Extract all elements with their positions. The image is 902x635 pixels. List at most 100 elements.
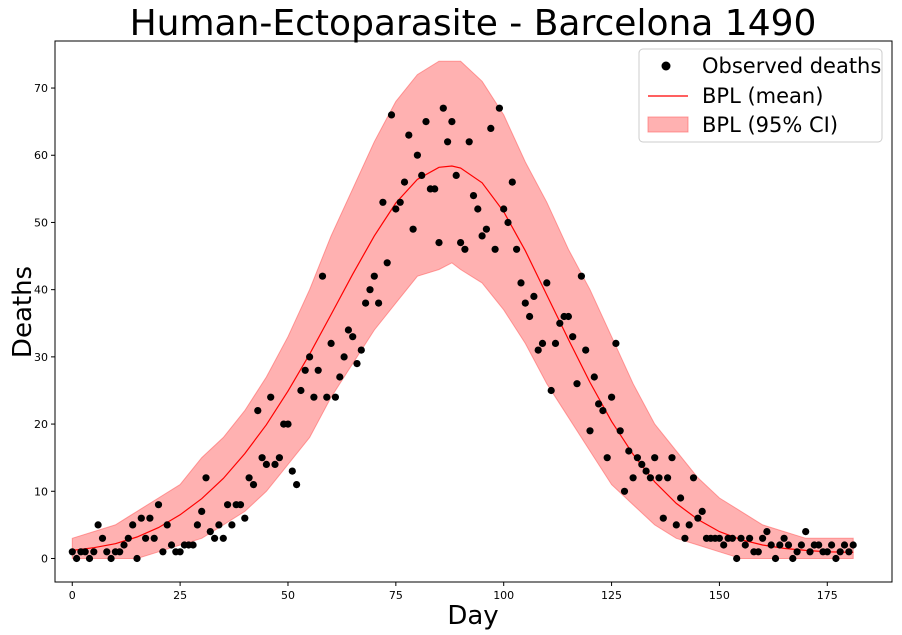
- data-point: [521, 299, 529, 307]
- data-point: [487, 124, 495, 132]
- data-point: [685, 521, 693, 529]
- data-point: [465, 138, 473, 146]
- data-point: [573, 380, 581, 388]
- data-point: [547, 386, 555, 395]
- data-point: [586, 427, 594, 435]
- data-point: [133, 554, 141, 563]
- data-point: [495, 104, 503, 112]
- data-point: [198, 507, 206, 515]
- legend-label-mean: BPL (mean): [702, 84, 823, 108]
- data-point: [595, 400, 603, 408]
- data-point: [435, 239, 443, 247]
- data-point: [94, 521, 102, 529]
- x-tick-label: 175: [817, 589, 838, 602]
- y-tick-label: 20: [34, 418, 48, 431]
- data-point: [267, 393, 275, 401]
- data-point: [698, 507, 706, 515]
- data-point: [409, 225, 417, 233]
- data-point: [120, 541, 128, 549]
- data-point: [288, 467, 296, 475]
- data-point: [344, 326, 352, 334]
- data-point: [642, 467, 650, 475]
- data-point: [646, 474, 655, 482]
- x-tick-label: 150: [709, 589, 730, 602]
- data-point: [98, 534, 107, 542]
- data-point: [262, 460, 270, 468]
- data-point: [245, 474, 253, 482]
- data-point: [392, 205, 400, 213]
- data-point: [845, 548, 853, 556]
- data-point: [85, 554, 94, 563]
- x-tick-label: 100: [493, 589, 514, 602]
- data-point: [478, 232, 486, 240]
- data-point: [318, 272, 327, 280]
- data-point: [215, 521, 223, 529]
- data-point: [681, 534, 689, 542]
- data-point: [599, 407, 607, 415]
- data-point: [293, 481, 301, 489]
- data-point: [746, 534, 754, 542]
- data-point: [327, 339, 335, 347]
- data-point: [271, 460, 279, 468]
- data-point: [68, 548, 76, 556]
- data-point: [340, 353, 348, 361]
- legend-box: [638, 48, 883, 143]
- data-point: [802, 528, 810, 536]
- data-point: [776, 541, 784, 549]
- data-point: [569, 333, 577, 341]
- data-point: [146, 514, 154, 522]
- data-point: [659, 514, 667, 522]
- data-point: [314, 366, 322, 374]
- data-point: [620, 487, 629, 495]
- data-point: [823, 548, 831, 556]
- x-tick-label: 50: [281, 589, 295, 602]
- data-point: [793, 548, 801, 556]
- data-point: [461, 245, 469, 253]
- y-tick-label: 0: [41, 552, 48, 565]
- data-point: [258, 454, 266, 462]
- data-point: [849, 541, 857, 549]
- x-axis-label: Day: [447, 601, 498, 631]
- data-point: [349, 333, 357, 341]
- data-point: [737, 534, 745, 542]
- data-point: [733, 554, 741, 563]
- ci-band: [71, 60, 854, 559]
- data-point: [444, 138, 452, 146]
- data-point: [150, 534, 158, 542]
- data-point: [154, 501, 163, 509]
- data-point: [193, 521, 201, 529]
- data-point: [357, 346, 365, 354]
- data-point: [163, 521, 171, 529]
- x-axis: 0 25 50 75 100 125 150 175: [69, 582, 838, 602]
- data-point: [103, 548, 111, 556]
- data-point: [784, 541, 793, 549]
- data-point: [241, 514, 249, 522]
- data-point: [129, 521, 137, 529]
- data-point: [362, 299, 370, 307]
- data-point: [202, 474, 210, 482]
- data-point: [301, 366, 309, 374]
- data-point: [513, 245, 521, 253]
- y-tick-label: 70: [34, 82, 48, 95]
- data-point: [81, 548, 89, 556]
- data-point: [275, 454, 283, 462]
- data-point: [664, 474, 672, 482]
- data-point: [603, 454, 611, 462]
- data-point: [137, 514, 145, 522]
- data-point: [832, 554, 840, 563]
- y-tick-label: 40: [34, 284, 48, 297]
- data-point: [836, 548, 844, 556]
- data-point: [504, 218, 512, 227]
- plot-frame: [54, 40, 893, 583]
- y-tick-label: 10: [34, 485, 48, 498]
- data-point: [306, 353, 314, 361]
- x-tick-label: 0: [69, 589, 76, 602]
- data-point: [236, 501, 245, 509]
- data-point: [651, 454, 659, 462]
- data-point: [551, 339, 560, 347]
- data-point: [508, 178, 516, 186]
- data-point: [543, 279, 551, 287]
- data-point: [439, 104, 447, 112]
- data-point: [720, 541, 728, 549]
